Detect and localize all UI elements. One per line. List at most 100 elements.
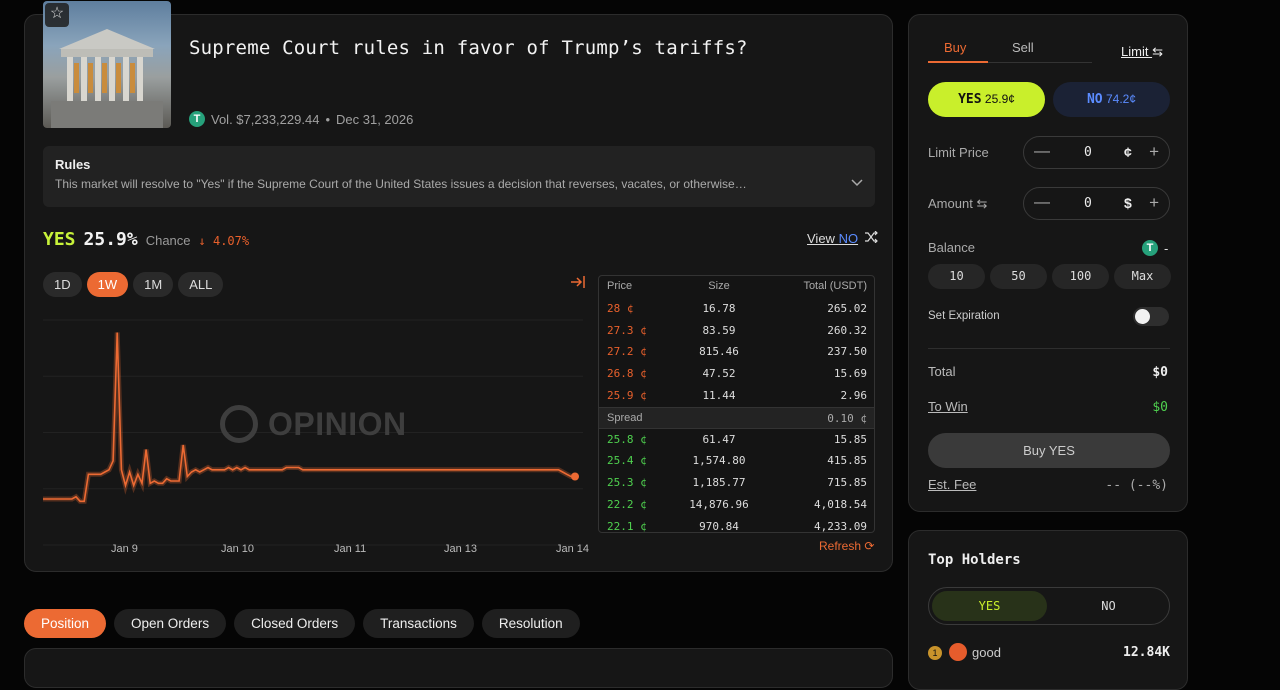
range-all[interactable]: ALL	[178, 272, 224, 297]
holders-no-tab[interactable]: NO	[1101, 599, 1116, 613]
top-holders-panel: Top Holders YES NO 1 good 12.84K	[908, 530, 1188, 690]
bid-row[interactable]: 25.4 ¢ 1,574.80 415.85	[599, 450, 874, 472]
limit-price-input[interactable]: 0	[1084, 145, 1092, 160]
to-win-label[interactable]: To Win	[928, 399, 968, 414]
holders-outcome-switch: YES NO	[928, 587, 1170, 625]
preset-100[interactable]: 100	[1052, 264, 1109, 289]
chevron-down-icon[interactable]	[851, 176, 863, 190]
meta-separator: •	[325, 111, 330, 127]
minus-icon[interactable]: —	[1034, 194, 1050, 211]
tab-resolution[interactable]: Resolution	[481, 609, 580, 638]
bid-row[interactable]: 25.3 ¢ 1,185.77 715.85	[599, 472, 874, 494]
market-image: ☆	[43, 1, 171, 128]
bid-price: 25.3 ¢	[607, 476, 647, 490]
holder-row[interactable]: 1 good 12.84K	[928, 643, 1170, 663]
bid-total: 4,018.54	[814, 497, 867, 511]
cent-unit: ¢	[1124, 144, 1132, 160]
plus-icon[interactable]: +	[1149, 193, 1159, 212]
bid-row[interactable]: 25.8 ¢ 61.47 15.85	[599, 429, 874, 451]
order-book: Price Size Total (USDT) 28 ¢ 16.78 265.02 …	[598, 275, 875, 533]
tab-buy[interactable]: Buy	[944, 40, 967, 55]
ask-row[interactable]: 27.3 ¢ 83.59 260.32	[599, 320, 874, 342]
tab-transactions[interactable]: Transactions	[363, 609, 474, 638]
order-type-toggle[interactable]: Limit ⇆	[1121, 44, 1163, 60]
watermark-text: OPINION	[268, 405, 407, 442]
dollar-unit: $	[1124, 195, 1132, 211]
refresh-button[interactable]: Refresh ⟳	[819, 539, 875, 553]
x-tick: Jan 14	[556, 543, 590, 555]
last-point-marker	[571, 472, 579, 481]
balance-label: Balance	[928, 240, 975, 255]
range-1m[interactable]: 1M	[133, 272, 174, 297]
swap-icon[interactable]: ⇆	[976, 196, 988, 211]
preset-50[interactable]: 50	[990, 264, 1047, 289]
tab-sell[interactable]: Sell	[1012, 40, 1034, 55]
collapse-orderbook-icon[interactable]	[570, 275, 586, 293]
plus-icon[interactable]: +	[1149, 142, 1159, 161]
bid-price: 22.1 ¢	[607, 519, 647, 533]
ask-size: 16.78	[702, 301, 736, 315]
favorite-star-icon[interactable]: ☆	[45, 3, 69, 27]
range-selector: 1D 1W 1M ALL	[43, 272, 224, 297]
expiration-toggle[interactable]	[1133, 307, 1169, 326]
tab-open-orders[interactable]: Open Orders	[114, 609, 227, 638]
price-chart	[43, 319, 583, 546]
top-holders-title: Top Holders	[928, 552, 1021, 568]
view-no-prefix: View	[807, 231, 839, 246]
preset-max[interactable]: Max	[1114, 264, 1171, 289]
buy-sell-tabs: Buy Sell	[928, 33, 1092, 63]
chance-label: Chance	[145, 233, 191, 248]
portfolio-tabs: Position Open Orders Closed Orders Trans…	[24, 609, 580, 638]
minus-icon[interactable]: —	[1034, 143, 1050, 160]
balance-value: T -	[1142, 240, 1168, 256]
bid-price: 25.8 ¢	[607, 432, 647, 446]
tab-buy-underline	[928, 61, 988, 63]
spread-value: 0.10 ¢	[827, 411, 867, 425]
ask-size: 815.46	[699, 345, 739, 359]
ask-row[interactable]: 28 ¢ 16.78 265.02	[599, 298, 874, 320]
tab-position[interactable]: Position	[24, 609, 107, 638]
opinion-logo-icon	[220, 405, 258, 443]
set-expiration-label: Set Expiration	[928, 310, 1000, 322]
est-fee-label[interactable]: Est. Fee	[928, 477, 977, 492]
range-1d[interactable]: 1D	[43, 272, 82, 297]
series-line	[43, 332, 575, 503]
rules-text: This market will resolve to "Yes" if the…	[55, 177, 747, 191]
bid-total: 715.85	[827, 476, 867, 490]
chance-summary: YES 25.9% Chance ↓ 4.07%	[43, 229, 249, 250]
yes-price: 25.9¢	[984, 92, 1015, 106]
ask-total: 260.32	[827, 323, 867, 337]
amount-input[interactable]: 0	[1084, 196, 1092, 211]
holders-yes-tab[interactable]: YES	[932, 591, 1047, 621]
view-no-link[interactable]: View NO	[807, 230, 878, 246]
tab-closed-orders[interactable]: Closed Orders	[234, 609, 356, 638]
shuffle-icon[interactable]	[864, 230, 878, 246]
ask-size: 83.59	[702, 323, 736, 337]
total-value: $0	[1152, 365, 1168, 380]
amount-stepper[interactable]: — 0 $ +	[1023, 187, 1170, 220]
ask-row[interactable]: 25.9 ¢ 11.44 2.96	[599, 385, 874, 407]
ask-total: 237.50	[827, 345, 867, 359]
limit-price-stepper[interactable]: — 0 ¢ +	[1023, 136, 1170, 169]
outcome-yes-button[interactable]: YES 25.9¢	[928, 82, 1045, 117]
ask-price: 27.2 ¢	[607, 345, 647, 359]
holder-name: good	[972, 645, 1001, 660]
outcome-no-button[interactable]: NO 74.2¢	[1053, 82, 1170, 117]
bid-row[interactable]: 22.2 ¢ 14,876.96 4,018.54	[599, 494, 874, 516]
ask-row[interactable]: 27.2 ¢ 815.46 237.50	[599, 341, 874, 363]
market-volume: Vol. $7,233,229.44	[211, 111, 320, 127]
bid-total: 15.85	[833, 432, 867, 446]
toggle-knob	[1135, 309, 1150, 324]
spread-row: Spread 0.10 ¢	[599, 406, 874, 429]
range-1w[interactable]: 1W	[86, 272, 129, 297]
preset-10[interactable]: 10	[928, 264, 985, 289]
opinion-watermark: OPINION	[220, 405, 407, 443]
ask-row[interactable]: 26.8 ¢ 47.52 15.69	[599, 363, 874, 385]
view-no-outcome: NO	[838, 231, 859, 246]
buy-yes-button[interactable]: Buy YES	[928, 433, 1170, 468]
bid-row[interactable]: 22.1 ¢ 970.84 4,233.09	[599, 516, 874, 538]
no-price: 74.2¢	[1105, 92, 1137, 106]
ask-size: 11.44	[702, 388, 736, 402]
yes-label: YES	[958, 92, 982, 107]
rules-panel[interactable]: Rules This market will resolve to "Yes" …	[43, 146, 875, 207]
